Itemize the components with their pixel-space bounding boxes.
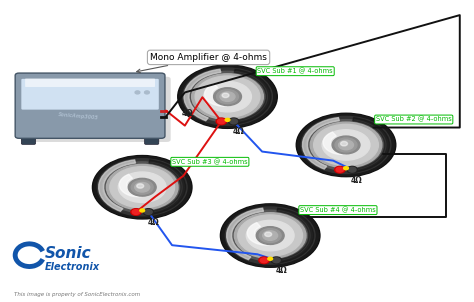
Circle shape: [306, 120, 386, 170]
Circle shape: [234, 213, 306, 259]
Circle shape: [336, 167, 344, 172]
Circle shape: [179, 66, 276, 127]
Circle shape: [94, 156, 191, 218]
Text: SVC Sub #2 @ 4-ohms: SVC Sub #2 @ 4-ohms: [376, 116, 452, 123]
Wedge shape: [234, 69, 271, 124]
Circle shape: [143, 209, 154, 215]
Circle shape: [225, 207, 315, 264]
FancyBboxPatch shape: [15, 73, 165, 138]
Circle shape: [238, 215, 302, 256]
Circle shape: [220, 92, 235, 101]
Circle shape: [137, 184, 144, 188]
Circle shape: [310, 122, 382, 168]
Circle shape: [344, 167, 348, 170]
Text: SonicAmp3005: SonicAmp3005: [58, 112, 99, 121]
Circle shape: [92, 156, 192, 219]
Circle shape: [228, 118, 239, 125]
Circle shape: [216, 118, 227, 125]
Circle shape: [271, 257, 282, 264]
Circle shape: [135, 91, 140, 94]
Wedge shape: [205, 84, 227, 106]
Circle shape: [256, 227, 284, 244]
Circle shape: [338, 140, 354, 150]
Wedge shape: [353, 118, 390, 172]
Circle shape: [182, 68, 272, 125]
Wedge shape: [277, 208, 314, 263]
Wedge shape: [323, 132, 346, 154]
Circle shape: [191, 74, 264, 120]
Circle shape: [348, 167, 356, 172]
Circle shape: [118, 172, 166, 202]
Wedge shape: [247, 223, 270, 245]
FancyBboxPatch shape: [145, 133, 159, 144]
Circle shape: [131, 209, 141, 215]
Circle shape: [214, 88, 241, 105]
Circle shape: [145, 210, 152, 214]
Circle shape: [246, 220, 294, 251]
Circle shape: [264, 232, 272, 236]
Wedge shape: [119, 174, 142, 197]
Circle shape: [322, 130, 370, 160]
Circle shape: [145, 91, 149, 94]
Circle shape: [204, 82, 251, 112]
Circle shape: [131, 180, 153, 194]
Circle shape: [222, 93, 229, 98]
Text: Electronix: Electronix: [45, 262, 100, 272]
Circle shape: [273, 258, 280, 263]
Circle shape: [225, 118, 230, 121]
Circle shape: [332, 136, 360, 154]
Text: 4Ω: 4Ω: [147, 218, 159, 227]
FancyBboxPatch shape: [17, 107, 164, 137]
Circle shape: [301, 116, 391, 173]
Circle shape: [135, 182, 150, 192]
Text: SVC Sub #4 @ 4-ohms: SVC Sub #4 @ 4-ohms: [300, 207, 376, 213]
Text: Mono Amplifier @ 4-ohms: Mono Amplifier @ 4-ohms: [137, 53, 267, 73]
FancyBboxPatch shape: [21, 133, 36, 144]
Circle shape: [106, 164, 178, 210]
Circle shape: [259, 229, 281, 243]
Circle shape: [347, 166, 357, 173]
Text: Sonic: Sonic: [45, 246, 91, 261]
FancyBboxPatch shape: [21, 79, 159, 110]
Circle shape: [298, 114, 394, 176]
Wedge shape: [184, 69, 221, 121]
Text: 4Ω: 4Ω: [351, 176, 363, 185]
Circle shape: [335, 138, 357, 152]
Circle shape: [260, 258, 268, 263]
Circle shape: [230, 119, 237, 124]
FancyBboxPatch shape: [21, 77, 171, 142]
Circle shape: [110, 167, 174, 208]
FancyBboxPatch shape: [25, 79, 155, 87]
Circle shape: [140, 209, 145, 212]
Circle shape: [263, 231, 278, 240]
Circle shape: [178, 65, 277, 128]
Circle shape: [222, 205, 319, 266]
Circle shape: [268, 257, 273, 260]
Circle shape: [97, 159, 187, 216]
Circle shape: [335, 166, 345, 173]
Text: SVC Sub #1 @ 4-ohms: SVC Sub #1 @ 4-ohms: [257, 68, 333, 74]
Circle shape: [217, 90, 238, 104]
Text: 4Ω: 4Ω: [233, 127, 244, 137]
Circle shape: [195, 76, 260, 117]
Text: This image is property of SonicElectronix.com: This image is property of SonicElectroni…: [14, 292, 140, 297]
Circle shape: [128, 178, 156, 196]
Circle shape: [340, 141, 347, 146]
Text: 4Ω: 4Ω: [275, 266, 287, 275]
Text: 4Ω: 4Ω: [182, 109, 193, 118]
Circle shape: [220, 204, 320, 267]
Circle shape: [259, 257, 269, 264]
Circle shape: [102, 162, 182, 213]
Wedge shape: [227, 208, 264, 260]
Circle shape: [218, 119, 225, 124]
Circle shape: [296, 113, 396, 177]
Wedge shape: [149, 160, 186, 214]
Circle shape: [132, 210, 140, 214]
Circle shape: [314, 124, 378, 165]
Text: SVC Sub #3 @ 4-ohms: SVC Sub #3 @ 4-ohms: [172, 159, 248, 165]
Circle shape: [188, 71, 267, 122]
Circle shape: [230, 210, 310, 261]
Wedge shape: [302, 118, 339, 169]
Wedge shape: [99, 160, 136, 211]
